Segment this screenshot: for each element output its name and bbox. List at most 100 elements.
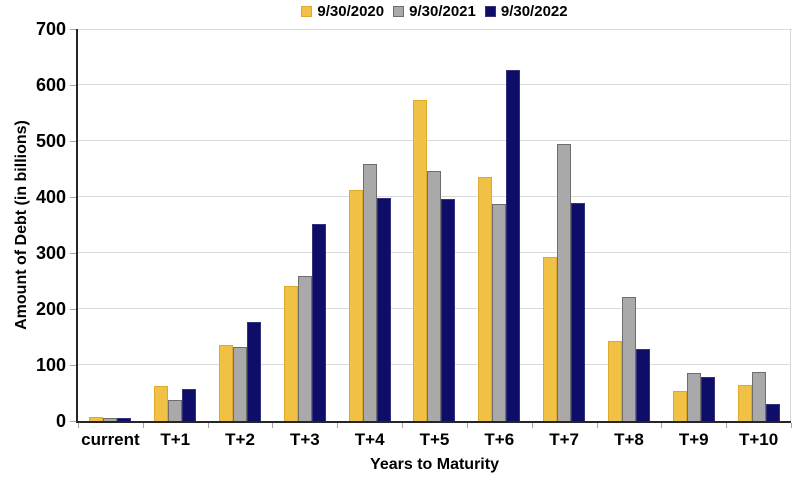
bar-group-T+1 — [143, 385, 208, 421]
y-tick — [70, 85, 76, 86]
legend-item: 9/30/2022 — [484, 2, 568, 20]
x-tick — [596, 423, 598, 428]
y-tick-label: 500 — [35, 131, 66, 151]
plot-area — [78, 29, 791, 421]
bar — [635, 349, 650, 421]
x-tick — [661, 423, 663, 428]
legend-swatch — [301, 5, 313, 17]
bar — [283, 286, 298, 421]
bar-group-T+4 — [337, 163, 402, 421]
x-tick — [791, 423, 792, 428]
x-tick — [337, 423, 339, 428]
y-tick — [70, 309, 76, 310]
x-tick — [726, 423, 728, 428]
bar — [765, 403, 780, 421]
x-tick-label: T+3 — [289, 430, 320, 449]
bar — [311, 223, 326, 421]
bar — [607, 340, 622, 421]
legend-item: 9/30/2020 — [301, 3, 384, 20]
legend: 9/30/2020 9/30/2021 9/30/2022 — [78, 2, 791, 20]
y-tick-label: 0 — [55, 411, 66, 431]
y-tick — [70, 365, 76, 366]
bar-group-T+3 — [272, 223, 337, 421]
y-tick — [70, 141, 76, 142]
legend-label: 9/30/2021 — [409, 2, 476, 20]
x-tick-label: T+2 — [225, 430, 255, 449]
bar — [362, 163, 377, 421]
x-tick-label: current — [81, 430, 140, 449]
bar-group-T+6 — [467, 70, 532, 421]
bar — [233, 346, 248, 421]
x-tick-label: T+10 — [738, 430, 779, 449]
bar — [182, 389, 197, 421]
legend-label: 9/30/2022 — [500, 2, 568, 20]
bar — [154, 385, 169, 421]
bar-group-T+2 — [208, 322, 273, 421]
bar-group-T+9 — [661, 373, 726, 421]
gridline — [78, 140, 791, 141]
bar — [168, 399, 183, 421]
x-tick — [142, 423, 144, 428]
legend-swatch — [393, 5, 405, 17]
bar — [557, 143, 572, 421]
bar-group-current — [78, 416, 143, 421]
x-axis-line — [76, 421, 791, 423]
bar — [219, 344, 234, 421]
bar-groups — [78, 29, 791, 421]
y-tick-label: 600 — [35, 75, 66, 95]
y-tick-label: 700 — [35, 19, 66, 39]
bar — [737, 385, 752, 421]
x-tick — [207, 423, 209, 428]
x-tick-label: T+4 — [354, 430, 385, 449]
bar — [348, 189, 363, 421]
x-tick-label: T+5 — [419, 430, 450, 449]
y-tick-label: 400 — [35, 187, 66, 207]
y-axis-title: Amount of Debt (in billions) — [13, 120, 30, 330]
x-tick-label: T+7 — [549, 430, 580, 449]
plot-border-top — [78, 29, 792, 30]
x-axis-title: Years to Maturity — [370, 456, 499, 473]
bar — [478, 177, 493, 421]
x-tick — [78, 423, 79, 428]
gridline — [78, 84, 791, 85]
bar — [103, 418, 118, 421]
bar-group-T+7 — [532, 143, 597, 421]
y-tick — [70, 197, 76, 198]
legend-label: 9/30/2020 — [317, 2, 385, 20]
bar — [751, 372, 766, 421]
bar — [492, 204, 507, 421]
x-tick — [531, 423, 533, 428]
x-tick — [402, 423, 404, 428]
legend-swatch — [484, 5, 496, 17]
y-tick-label: 100 — [35, 355, 66, 375]
x-tick-label: T+8 — [614, 430, 644, 449]
x-tick-label: T+1 — [160, 430, 191, 449]
bar — [376, 197, 391, 421]
y-tick — [70, 253, 76, 254]
bar-group-T+5 — [402, 100, 467, 421]
x-tick — [272, 423, 274, 428]
bar-group-T+8 — [597, 297, 662, 421]
x-tick-label: T+6 — [484, 430, 515, 449]
bar-group-T+10 — [726, 372, 791, 421]
bar — [571, 202, 586, 421]
bar — [427, 170, 442, 421]
legend-item: 9/30/2021 — [393, 3, 476, 20]
bar — [441, 198, 456, 421]
bar — [506, 70, 521, 421]
bar — [117, 417, 132, 421]
y-tick-label: 200 — [35, 299, 66, 319]
bar — [413, 100, 428, 421]
bar — [700, 377, 715, 421]
x-tick — [466, 423, 468, 428]
bar — [89, 416, 104, 421]
plot-border-right — [790, 29, 791, 421]
bar — [543, 257, 558, 421]
bar — [247, 322, 262, 421]
bar — [686, 373, 701, 421]
y-tick — [70, 421, 76, 422]
bar — [672, 390, 687, 421]
bar — [621, 297, 636, 421]
y-tick — [70, 29, 76, 30]
